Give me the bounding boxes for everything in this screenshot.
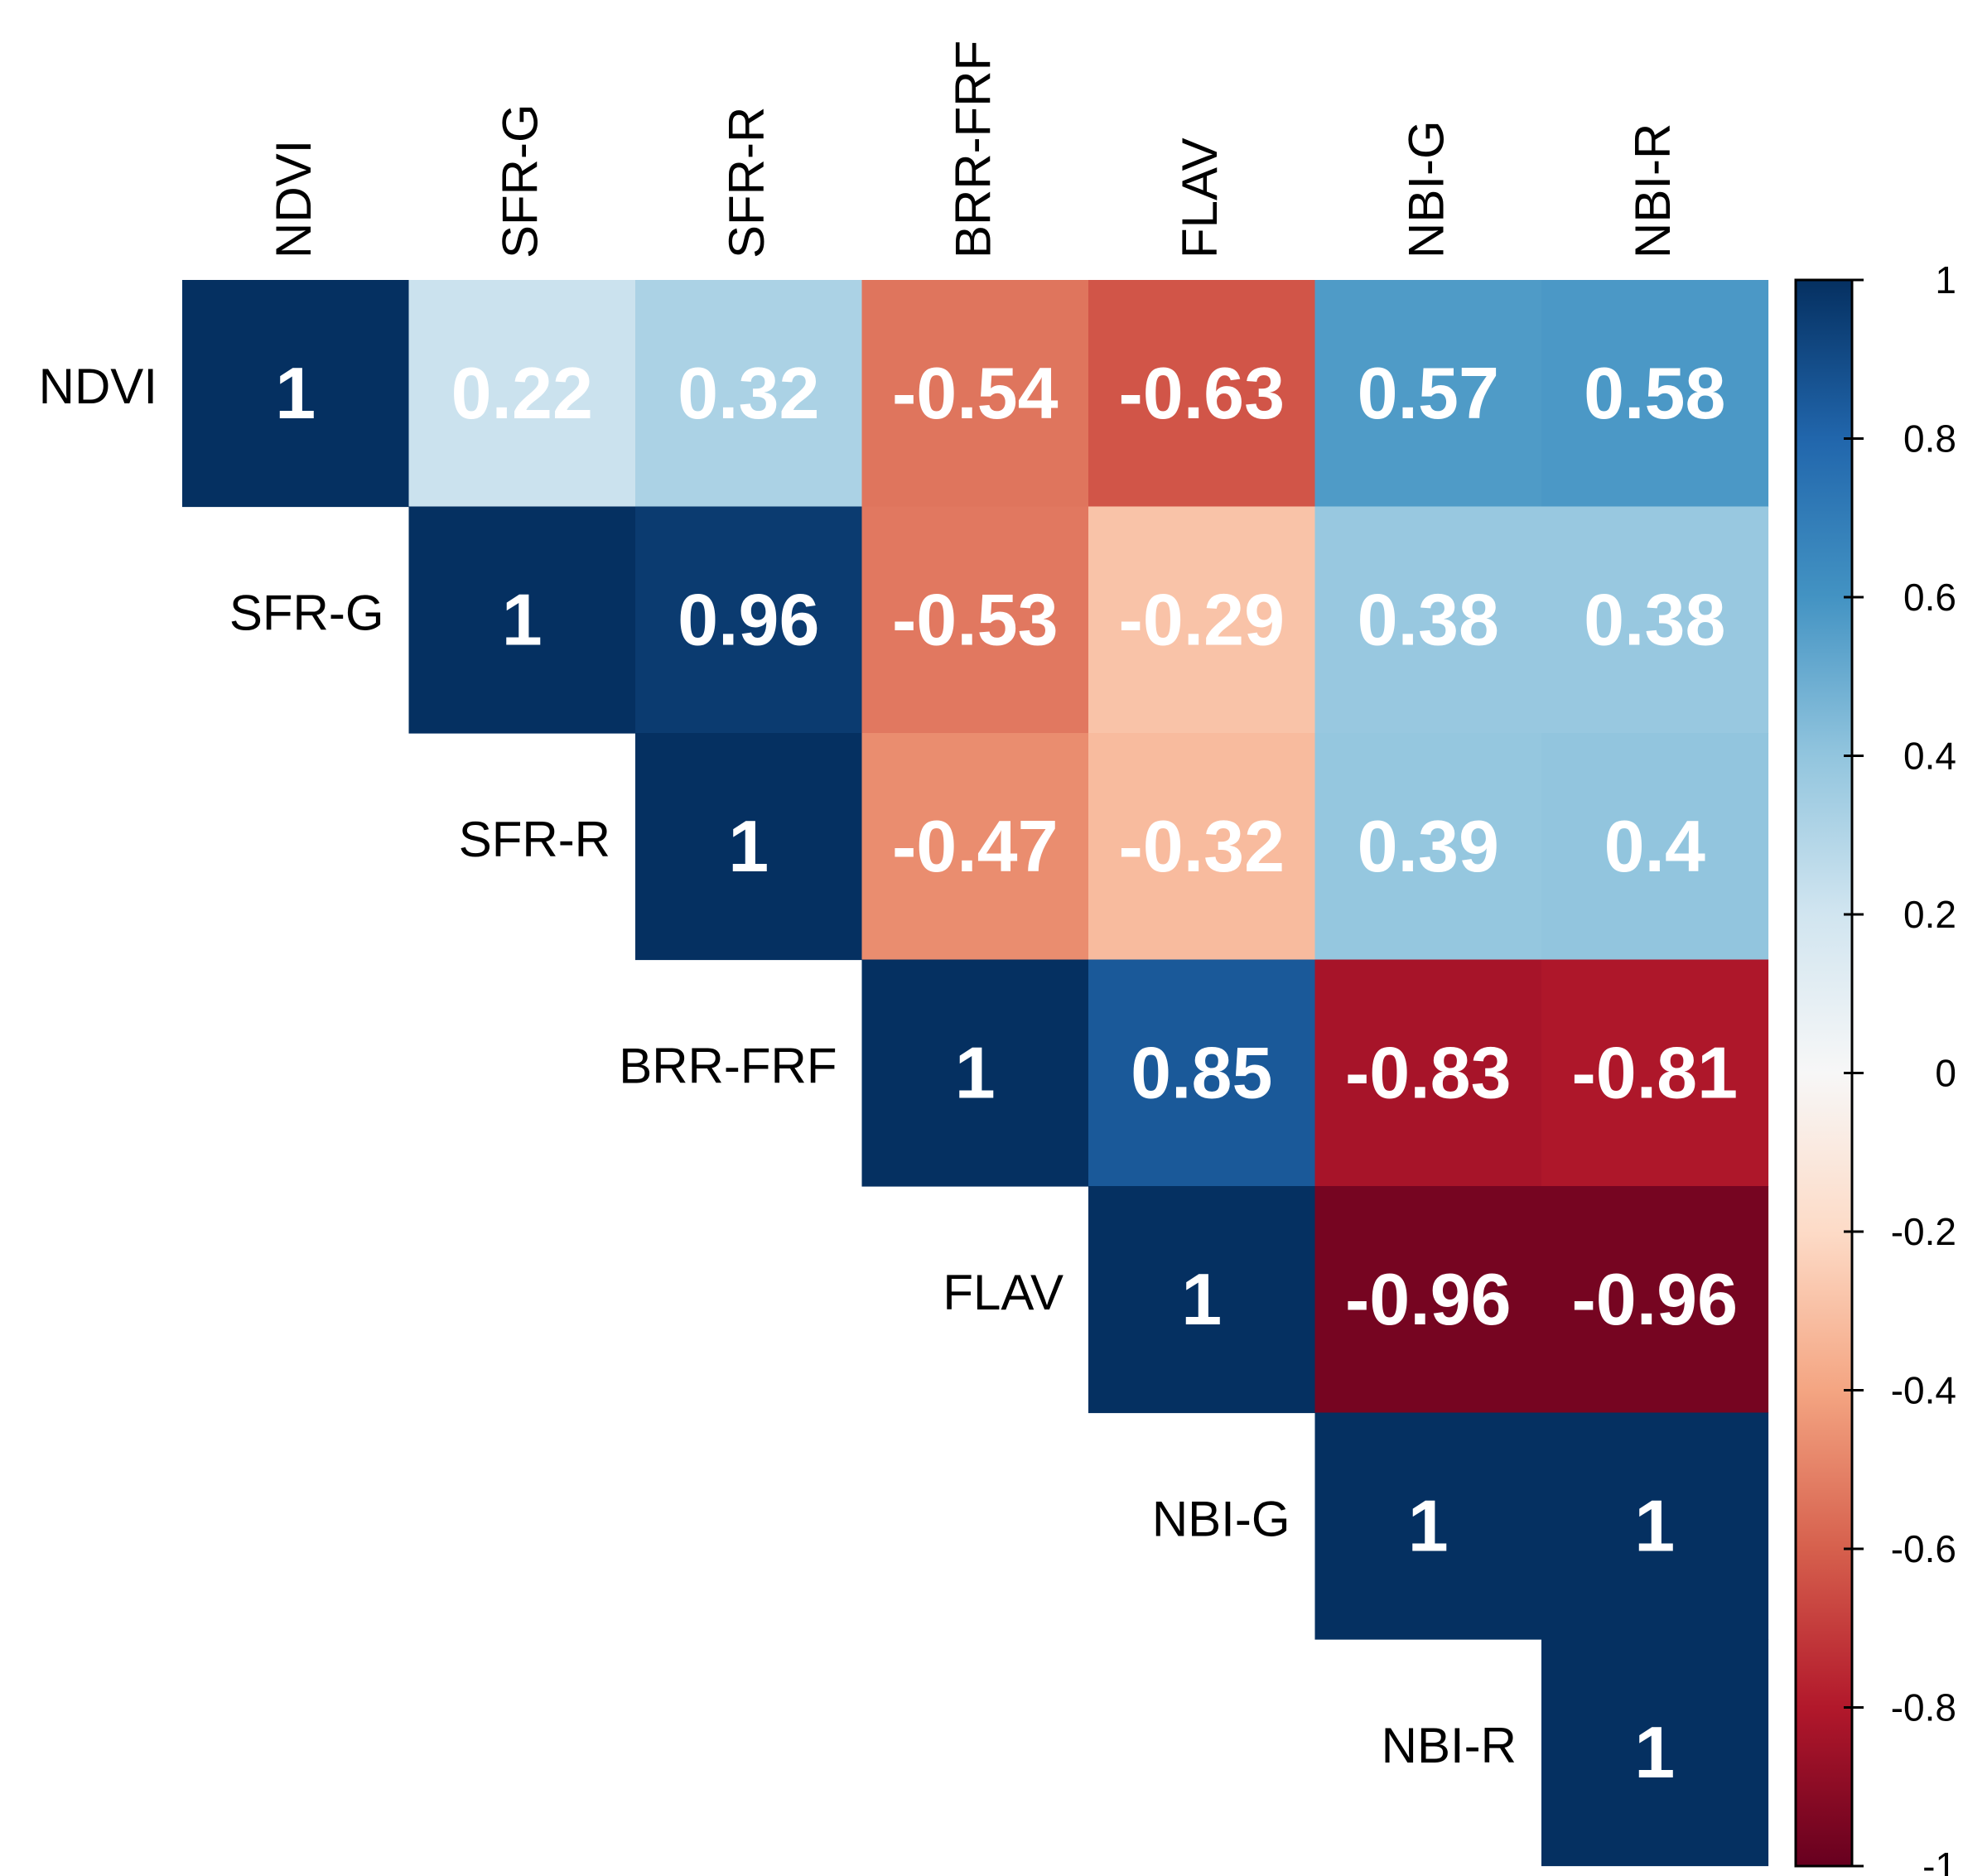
- cell-value-BRR-FRF-NBI-R: -0.81: [1571, 1031, 1738, 1113]
- cell-value-SFR-G-NBI-R: 0.38: [1584, 578, 1725, 660]
- cell-NDVI-NBI-R: [1541, 280, 1769, 508]
- cell-NBI-R-NBI-R: [1541, 1639, 1769, 1867]
- cell-value-SFR-R-NBI-G: 0.39: [1358, 805, 1499, 887]
- colorbar-tick-label: -1: [1922, 1845, 1956, 1876]
- cell-NBI-G-NBI-R: [1541, 1412, 1769, 1640]
- cell-value-SFR-R-SFR-R: 1: [728, 805, 769, 887]
- cell-value-SFR-G-BRR-FRF: -0.53: [892, 578, 1059, 660]
- column-label-SFR-R: SFR-R: [719, 107, 774, 258]
- heatmap-cells: [182, 280, 1769, 1867]
- cell-value-SFR-G-NBI-G: 0.38: [1358, 578, 1499, 660]
- cell-value-SFR-G-SFR-R: 0.96: [678, 578, 819, 660]
- colorbar-tick-label: 0.8: [1903, 417, 1956, 461]
- row-label-NBI-G: NBI-G: [1152, 1491, 1290, 1546]
- cell-NDVI-SFR-G: [408, 280, 636, 508]
- colorbar-tick-label: 0.2: [1903, 893, 1956, 936]
- cell-SFR-R-SFR-R: [635, 733, 863, 961]
- cell-NBI-G-NBI-G: [1314, 1412, 1542, 1640]
- cell-value-NDVI-BRR-FRF: -0.54: [892, 352, 1059, 434]
- row-label-NDVI: NDVI: [39, 359, 157, 414]
- column-label-NDVI: NDVI: [266, 140, 321, 258]
- cell-FLAV-NBI-G: [1314, 1186, 1542, 1414]
- colorbar-gradient: [1794, 278, 1854, 1868]
- cell-SFR-R-FLAV: [1088, 733, 1316, 961]
- cell-SFR-G-NBI-R: [1541, 506, 1769, 734]
- cell-value-SFR-G-SFR-G: 1: [502, 578, 543, 660]
- column-label-FLAV: FLAV: [1172, 137, 1227, 258]
- cell-value-NDVI-SFR-R: 0.32: [678, 352, 819, 434]
- cell-value-SFR-R-NBI-R: 0.4: [1604, 805, 1705, 887]
- row-label-NBI-R: NBI-R: [1382, 1718, 1517, 1773]
- cell-value-NDVI-NDVI: 1: [275, 352, 316, 434]
- cell-SFR-G-BRR-FRF: [861, 506, 1089, 734]
- column-label-SFR-G: SFR-G: [492, 104, 547, 258]
- cell-value-NDVI-NBI-R: 0.58: [1584, 352, 1725, 434]
- cell-value-SFR-R-FLAV: -0.32: [1118, 805, 1285, 887]
- cell-BRR-FRF-FLAV: [1088, 959, 1316, 1187]
- colorbar-tick-label: 0.6: [1903, 576, 1956, 619]
- cell-value-BRR-FRF-FLAV: 0.85: [1131, 1031, 1272, 1113]
- row-label-SFR-R: SFR-R: [459, 812, 610, 867]
- colorbar-tick-label: -0.2: [1891, 1210, 1956, 1253]
- cell-value-SFR-R-BRR-FRF: -0.47: [892, 805, 1059, 887]
- cell-value-BRR-FRF-BRR-FRF: 1: [955, 1031, 996, 1113]
- cell-SFR-G-SFR-R: [635, 506, 863, 734]
- column-labels: NDVI SFR-G SFR-R BRR-FRF FLAV NBI-G NBI-R: [266, 41, 1681, 258]
- cell-value-BRR-FRF-NBI-G: -0.83: [1345, 1031, 1512, 1113]
- cell-FLAV-FLAV: [1088, 1186, 1316, 1414]
- cell-SFR-G-SFR-G: [408, 506, 636, 734]
- cell-FLAV-NBI-R: [1541, 1186, 1769, 1414]
- cell-value-NBI-G-NBI-R: 1: [1634, 1484, 1675, 1566]
- colorbar-tick-label: -0.4: [1891, 1369, 1956, 1412]
- colorbar-tick-label: 0: [1935, 1052, 1956, 1095]
- cell-BRR-FRF-NBI-R: [1541, 959, 1769, 1187]
- column-label-NBI-G: NBI-G: [1398, 120, 1454, 258]
- cell-SFR-G-FLAV: [1088, 506, 1316, 734]
- colorbar-tick-label: 1: [1935, 258, 1956, 301]
- cell-SFR-R-BRR-FRF: [861, 733, 1089, 961]
- cell-SFR-R-NBI-R: [1541, 733, 1769, 961]
- colorbar: 1 0.8 0.6 0.4 0.2 0 -0.2 -0.4 -0.6 -0.8 -1: [1794, 258, 1956, 1876]
- colorbar-tick-label: -0.6: [1891, 1527, 1956, 1570]
- cell-value-NBI-R-NBI-R: 1: [1634, 1711, 1675, 1793]
- row-label-SFR-G: SFR-G: [229, 585, 384, 640]
- cell-value-NBI-G-NBI-G: 1: [1408, 1484, 1449, 1566]
- cell-value-NDVI-SFR-G: 0.22: [451, 352, 593, 434]
- cell-value-FLAV-NBI-R: -0.96: [1571, 1258, 1738, 1340]
- cell-value-FLAV-FLAV: 1: [1181, 1258, 1222, 1340]
- cell-SFR-R-NBI-G: [1314, 733, 1542, 961]
- cell-NDVI-SFR-R: [635, 280, 863, 508]
- row-labels: NDVI SFR-G SFR-R BRR-FRF FLAV NBI-G NBI-R: [39, 359, 1517, 1773]
- column-label-NBI-R: NBI-R: [1625, 123, 1681, 258]
- cell-SFR-G-NBI-G: [1314, 506, 1542, 734]
- cell-NDVI-BRR-FRF: [861, 280, 1089, 508]
- colorbar-tick-label: -0.8: [1891, 1686, 1956, 1729]
- cell-NDVI-FLAV: [1088, 280, 1316, 508]
- cell-value-FLAV-NBI-G: -0.96: [1345, 1258, 1512, 1340]
- cell-value-NDVI-NBI-G: 0.57: [1358, 352, 1499, 434]
- cell-BRR-FRF-BRR-FRF: [861, 959, 1089, 1187]
- cell-BRR-FRF-NBI-G: [1314, 959, 1542, 1187]
- row-label-FLAV: FLAV: [943, 1265, 1063, 1320]
- row-label-BRR-FRF: BRR-FRF: [619, 1038, 837, 1093]
- cell-value-SFR-G-FLAV: -0.29: [1118, 578, 1285, 660]
- column-label-BRR-FRF: BRR-FRF: [945, 41, 1001, 258]
- cell-value-NDVI-FLAV: -0.63: [1118, 352, 1285, 434]
- cell-NDVI-NBI-G: [1314, 280, 1542, 508]
- colorbar-tick-label: 0.4: [1903, 735, 1956, 778]
- cell-NDVI-NDVI: [182, 280, 410, 508]
- cell-value-labels: 1 0.22 0.32 -0.54 -0.63 0.57 0.58 1 0.96 -0.53 -0.…: [275, 352, 1738, 1793]
